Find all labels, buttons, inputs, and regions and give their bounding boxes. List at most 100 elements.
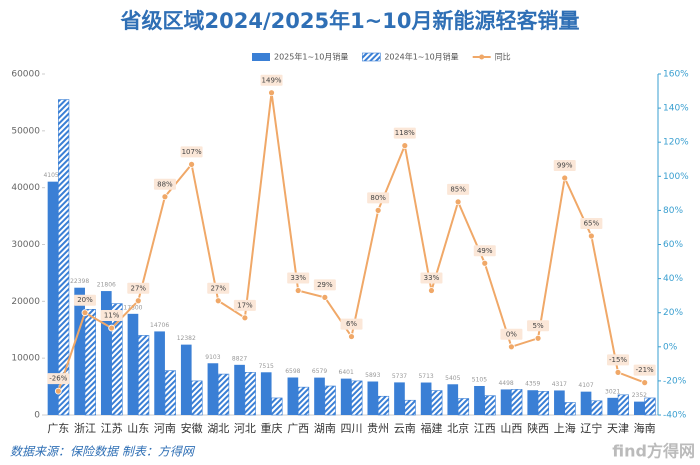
line-marker [214, 297, 222, 305]
bar-label: 7515 [259, 363, 274, 370]
line-marker [321, 293, 329, 301]
label-box [47, 373, 70, 385]
x-tick-label: 广东 [47, 422, 69, 435]
y-tick-label: 40000 [11, 183, 40, 193]
bar [154, 331, 165, 415]
y-tick-label: 20000 [11, 297, 40, 307]
bar [644, 397, 656, 416]
y2-tick-label: 120% [663, 138, 689, 148]
y2-tick-label: -40% [663, 411, 687, 421]
bar [234, 364, 245, 415]
x-tick-label: 四川 [341, 422, 363, 435]
line-marker [54, 387, 62, 395]
x-tick-label: 福建 [420, 421, 442, 435]
line-label: 85% [450, 185, 466, 193]
label-box [607, 354, 630, 366]
bar-label: 9103 [205, 354, 220, 361]
bar-label: 3021 [605, 388, 620, 395]
label-box [553, 160, 576, 172]
source: 数据来源：保险数据 制表：方得网 [10, 445, 196, 459]
bar [74, 287, 85, 415]
line-label: 5% [533, 322, 544, 330]
line-marker [561, 174, 569, 182]
x-tick-label: 上海 [554, 421, 576, 435]
label-box [180, 146, 203, 158]
bar-label: 2352 [632, 392, 647, 399]
bar-label: 5105 [472, 376, 487, 383]
bar [580, 391, 592, 415]
y-tick-label: 50000 [11, 126, 40, 136]
bar [564, 402, 576, 416]
y2-tick-label: -20% [663, 376, 687, 386]
line-label: 33% [424, 274, 440, 282]
line-label: 27% [131, 284, 147, 292]
bar [191, 380, 203, 416]
y-tick-label: 30000 [11, 240, 40, 250]
legend-label: 同比 [495, 52, 511, 62]
bar [457, 398, 470, 416]
line-label: 99% [557, 162, 573, 170]
label-box [340, 318, 363, 330]
bar [180, 344, 192, 415]
bar-label: 8827 [232, 355, 247, 362]
line-marker [534, 334, 542, 342]
bar-label: 4498 [498, 380, 513, 387]
bar [324, 385, 336, 416]
x-tick-label: 陕西 [527, 421, 549, 435]
line-marker [161, 193, 169, 201]
y2-tick-label: 100% [663, 172, 689, 182]
bar [137, 335, 150, 416]
label-box [260, 74, 283, 86]
bar [271, 397, 283, 416]
y2-tick-label: 20% [663, 308, 683, 318]
line-marker [374, 206, 382, 214]
line-label: 29% [317, 281, 333, 289]
x-tick-label: 云南 [394, 422, 416, 435]
line-label: 17% [237, 301, 253, 309]
line-label: 27% [210, 284, 226, 292]
bar-label: 6598 [285, 368, 300, 375]
line-marker [348, 333, 355, 340]
y2-tick-label: 60% [663, 240, 683, 250]
chart-title: 省级区域2024/2025年1~10月新能源轻客销量 [120, 9, 580, 33]
bar [511, 389, 523, 416]
label-box [500, 328, 523, 340]
bar-label: 22398 [70, 278, 89, 285]
bar [607, 397, 619, 415]
bar [164, 370, 176, 416]
legend-swatch [362, 52, 381, 62]
bar-label: 14706 [150, 322, 169, 329]
bar-label: 5737 [392, 373, 407, 380]
line-label: 33% [290, 274, 306, 282]
y2-tick-label: 40% [663, 274, 683, 284]
bar [634, 401, 645, 415]
bar [591, 400, 603, 416]
line-label: -26% [49, 375, 67, 383]
line-label: 20% [77, 296, 93, 304]
bar [484, 395, 496, 416]
x-tick-label: 江西 [474, 422, 496, 435]
bar [100, 291, 112, 415]
x-tick-label: 山东 [127, 422, 149, 435]
bar-label: 12382 [177, 335, 196, 342]
label-box [100, 310, 123, 322]
label-box [153, 178, 176, 190]
line-marker [587, 232, 595, 240]
bar-label: 6579 [312, 368, 327, 375]
label-box [580, 217, 603, 229]
line-marker [454, 198, 462, 206]
x-tick-label: 山西 [500, 422, 522, 435]
x-tick-label: 贵州 [367, 422, 389, 435]
y-tick-label: 10000 [11, 354, 40, 364]
bar [377, 395, 390, 416]
line-label: -15% [609, 356, 627, 364]
line-label: 118% [395, 129, 415, 137]
line-label: 149% [262, 76, 282, 84]
line-marker [241, 314, 249, 322]
bar [84, 308, 96, 416]
line-marker [481, 259, 489, 267]
line-marker [188, 160, 195, 168]
bar [297, 386, 310, 416]
legend-label: 2024年1~10月销量 [384, 52, 458, 62]
